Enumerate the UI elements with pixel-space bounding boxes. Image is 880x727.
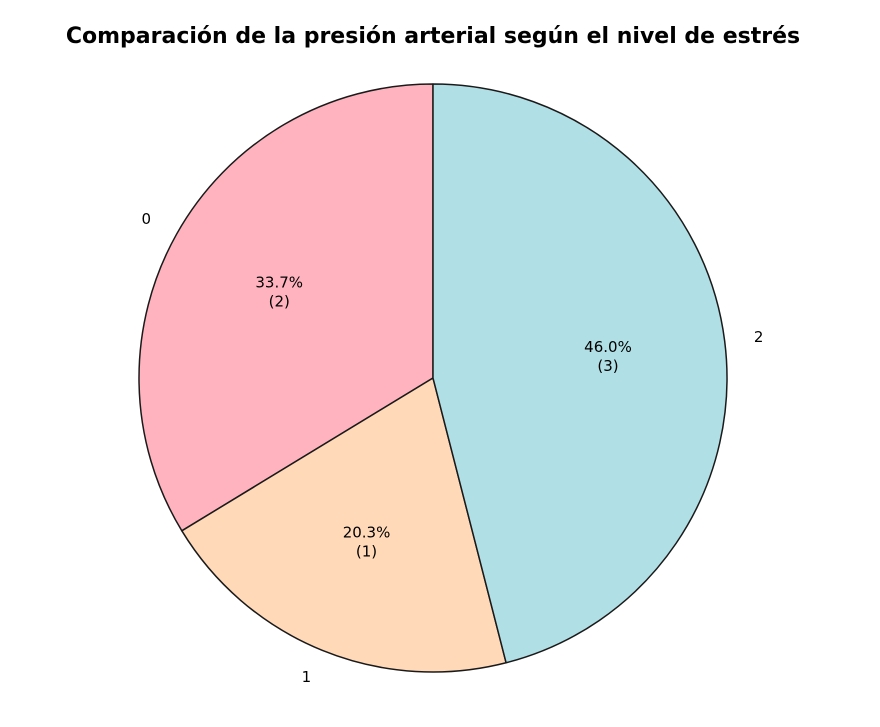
pie-slices [138, 83, 728, 673]
category-label-2: 2 [754, 328, 764, 346]
chart-title: Comparación de la presión arterial según… [65, 24, 801, 49]
pie-slice-1 [181, 377, 507, 673]
percentage-value-2: 46.0% [584, 338, 632, 356]
slice-percentage-labels: 33.7% (2) 20.3% (1) 46.0% (3) [255, 274, 631, 561]
count-value-0: (2) [269, 293, 290, 311]
category-label-0: 0 [142, 210, 152, 228]
percentage-value-0: 33.7% [255, 274, 303, 292]
pie-slice-2 [432, 83, 728, 664]
percentage-label-0: 33.7% (2) [255, 274, 303, 311]
slice-category-labels: 0 1 2 [142, 210, 764, 686]
category-label-1: 1 [302, 668, 312, 686]
pie-slice-0 [138, 83, 434, 532]
count-value-1: (1) [356, 542, 377, 560]
percentage-label-1: 20.3% (1) [343, 523, 391, 560]
percentage-value-1: 20.3% [343, 523, 391, 541]
percentage-label-2: 46.0% (3) [584, 338, 632, 375]
count-value-2: (3) [597, 357, 618, 375]
